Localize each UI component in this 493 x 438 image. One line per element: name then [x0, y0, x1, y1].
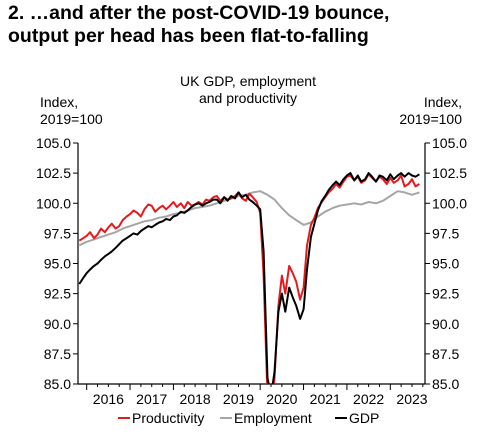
- chart-axes: 105.0 105.0 102.5 102.5 100.0 100.0 97.5 97.5 95…: [36, 135, 467, 407]
- x-tick-label: 2021: [310, 391, 341, 407]
- y-tick-label-left: 95.0: [44, 256, 71, 272]
- y-axis-left-label-line-2: 2019=100: [40, 111, 103, 127]
- y-tick-label-right: 92.5: [432, 286, 459, 302]
- legend-label-employment: Employment: [234, 410, 312, 426]
- y-tick-label-left: 97.5: [44, 225, 71, 241]
- y-tick-label-left: 100.0: [36, 195, 71, 211]
- series-line-gdp: [78, 172, 420, 384]
- y-axis-right-label-line-2: 2019=100: [399, 111, 462, 127]
- y-tick-label-left: 102.5: [36, 165, 71, 181]
- y-tick-label-right: 87.5: [432, 346, 459, 362]
- y-axis-left-label-line-1: Index,: [40, 94, 78, 110]
- y-tick-label-left: 90.0: [44, 316, 71, 332]
- y-tick-label-right: 97.5: [432, 225, 459, 241]
- y-tick-label-right: 100.0: [432, 195, 467, 211]
- chart-headline: 2. …and after the post-COVID-19 bounce, …: [8, 2, 488, 48]
- y-tick-label-right: 95.0: [432, 256, 459, 272]
- legend-label-productivity: Productivity: [132, 410, 204, 426]
- headline-line-1: 2. …and after the post-COVID-19 bounce,: [8, 2, 390, 24]
- chart-title-line-1: UK GDP, employment: [180, 73, 316, 89]
- chart-title-line-2: and productivity: [199, 90, 297, 106]
- chart-series: [78, 172, 420, 384]
- x-tick-label: 2017: [136, 391, 167, 407]
- y-axis-right-label-line-1: Index,: [424, 94, 462, 110]
- y-tick-label-left: 85.0: [44, 376, 71, 392]
- y-tick-label-left: 87.5: [44, 346, 71, 362]
- y-tick-label-right: 102.5: [432, 165, 467, 181]
- headline-line-2: output per head has been flat-to-falling: [8, 25, 369, 47]
- y-tick-label-left: 92.5: [44, 286, 71, 302]
- x-tick-label: 2016: [93, 391, 124, 407]
- x-tick-label: 2022: [353, 391, 384, 407]
- x-tick-label: 2020: [266, 391, 297, 407]
- chart-legend: Productivity Employment GDP: [118, 410, 379, 426]
- legend-label-gdp: GDP: [349, 410, 379, 426]
- series-line-productivity: [78, 173, 420, 384]
- y-tick-label-right: 105.0: [432, 135, 467, 151]
- y-tick-label-left: 105.0: [36, 135, 71, 151]
- y-tick-label-right: 90.0: [432, 316, 459, 332]
- x-tick-label: 2023: [396, 391, 427, 407]
- y-tick-label-right: 85.0: [432, 376, 459, 392]
- x-tick-label: 2019: [223, 391, 254, 407]
- x-tick-label: 2018: [180, 391, 211, 407]
